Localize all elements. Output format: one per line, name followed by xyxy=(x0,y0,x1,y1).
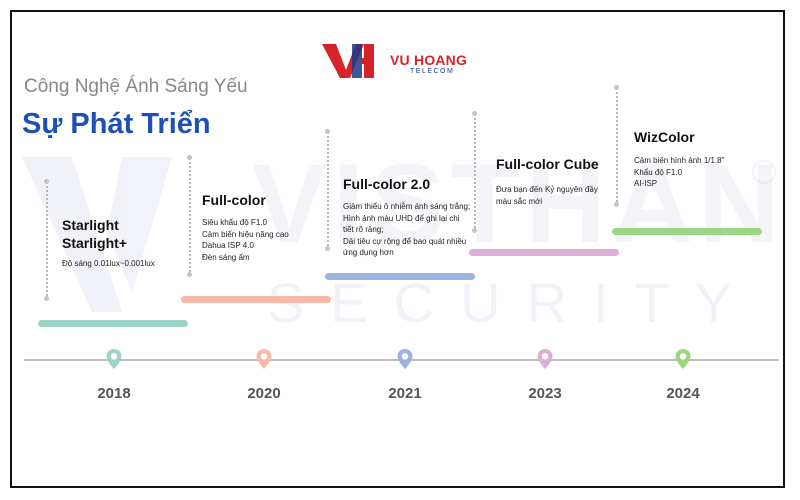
year-2018: 2018 xyxy=(97,385,131,402)
year-2024: 2024 xyxy=(666,385,700,402)
infographic-frame: VISTHAN SECURITY VU HOANG TELECOM Công N… xyxy=(10,10,785,488)
bar-2020 xyxy=(181,296,331,303)
bar-2023 xyxy=(469,249,619,256)
milestone-heading-2021: Full-color 2.0 xyxy=(343,176,431,192)
connector-dot xyxy=(472,111,477,116)
connector-dot xyxy=(187,155,192,160)
connector-dot xyxy=(44,296,49,301)
connector-2024 xyxy=(616,88,618,206)
connector-dot xyxy=(472,228,477,233)
connector-dot xyxy=(44,179,49,184)
connector-2018 xyxy=(46,182,48,300)
pin-2024-icon xyxy=(675,349,691,369)
year-2021: 2021 xyxy=(388,385,422,402)
milestone-heading-2023: Full-color Cube xyxy=(496,156,599,172)
milestone-heading-2018: Starlight Starlight+ xyxy=(62,217,127,251)
pin-2020-icon xyxy=(256,349,272,369)
milestone-desc-2024: Cảm biến hình ảnh 1/1.8" Khẩu độ F1.0 AI… xyxy=(634,156,725,188)
pin-2018-icon xyxy=(106,349,122,369)
connector-dot xyxy=(187,272,192,277)
brand-logo-icon xyxy=(322,44,374,78)
milestone-desc-2018: Độ sáng 0.01lux~0.001lux xyxy=(62,259,155,268)
connector-2021 xyxy=(327,132,329,250)
milestone-heading-2020: Full-color xyxy=(202,192,266,208)
watermark-main: VISTHAN xyxy=(252,141,785,266)
connector-2023 xyxy=(474,114,476,232)
brand-sub: TELECOM xyxy=(410,68,455,75)
bar-2018 xyxy=(38,320,188,327)
year-2020: 2020 xyxy=(247,385,281,402)
milestone-heading-2024: WizColor xyxy=(634,129,695,145)
bar-2024 xyxy=(612,228,762,235)
brand-name: VU HOANG xyxy=(390,52,468,68)
pin-2021-icon xyxy=(397,349,413,369)
watermark: VISTHAN SECURITY xyxy=(22,141,785,334)
bar-2021 xyxy=(325,273,475,280)
pin-2023-icon xyxy=(537,349,553,369)
milestone-desc-2023: Đưa bạn đến Kỷ nguyên đầy màu sắc mới xyxy=(496,185,598,206)
connector-dot xyxy=(614,202,619,207)
year-2023: 2023 xyxy=(528,385,562,402)
header-subtitle: Công Nghệ Ánh Sáng Yếu xyxy=(24,76,248,97)
watermark-sub: SECURITY xyxy=(267,271,758,334)
connector-dot xyxy=(614,85,619,90)
milestone-desc-2020: Siêu khẩu độ F1.0 Cảm biến hiệu năng cao… xyxy=(202,218,289,262)
connector-dot xyxy=(325,129,330,134)
header-title: Sự Phát Triển xyxy=(22,108,211,140)
connector-dot xyxy=(325,246,330,251)
connector-2020 xyxy=(189,158,191,276)
milestone-desc-2021: Giảm thiểu ô nhiễm ánh sáng trắng; Hình … xyxy=(343,202,471,257)
